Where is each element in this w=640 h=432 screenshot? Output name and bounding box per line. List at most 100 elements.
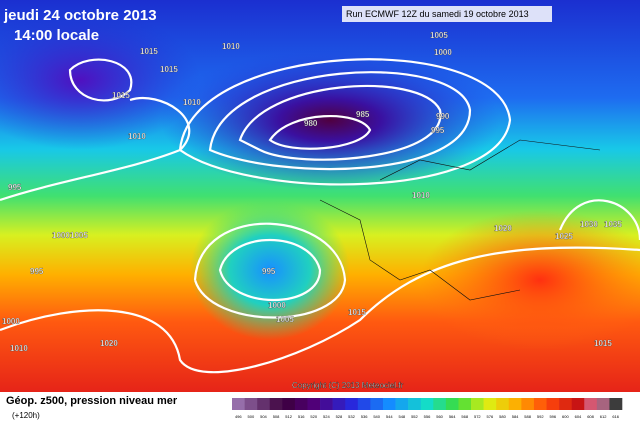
scale-label: 532	[348, 414, 355, 419]
scale-label: 588	[524, 414, 531, 419]
run-info: Run ECMWF 12Z du samedi 19 octobre 2013	[346, 9, 529, 19]
isobar-label: 1015	[160, 65, 178, 74]
lead-time: (+120h)	[12, 411, 40, 420]
scale-label: 520	[310, 414, 317, 419]
scale-label: 528	[336, 414, 343, 419]
scale-swatch	[533, 398, 547, 410]
scale-label: 560	[436, 414, 443, 419]
scale-label: 576	[487, 414, 494, 419]
time: 14:00 locale	[14, 27, 99, 44]
scale-swatch	[269, 398, 283, 410]
scale-swatch	[546, 398, 560, 410]
scale-swatch	[257, 398, 271, 410]
scale-swatch	[508, 398, 522, 410]
scale-swatch	[521, 398, 535, 410]
scale-label: 540	[373, 414, 380, 419]
color-scale: 496 500 504 508 512 516 520 524 528 532 536 540 544 5…	[232, 398, 623, 419]
scale-label: 580	[499, 414, 506, 419]
scale-label: 536	[361, 414, 368, 419]
scale-label: 524	[323, 414, 330, 419]
scale-swatch	[496, 398, 510, 410]
scale-swatch	[571, 398, 585, 410]
scale-label: 568	[461, 414, 468, 419]
isobar-label: 995	[262, 267, 276, 276]
scale-label: 564	[449, 414, 456, 419]
isobar-label: 1015	[112, 91, 130, 100]
isobar-label: 1000	[2, 317, 20, 326]
footer-title: Géop. z500, pression niveau mer	[6, 395, 178, 407]
copyright: Copyright (C) 2013 Meteociel.fr	[292, 381, 403, 390]
isobar-label: 990	[436, 112, 450, 121]
date: jeudi 24 octobre 2013	[3, 7, 157, 24]
isobar-label: 1025	[555, 232, 573, 241]
scale-swatch	[244, 398, 258, 410]
isobar-label: 1000	[268, 301, 286, 310]
scale-label: 516	[298, 414, 305, 419]
scale-swatch	[433, 398, 447, 410]
scale-swatch	[382, 398, 396, 410]
isobar-label: 1015	[140, 47, 158, 56]
scale-label: 600	[562, 414, 569, 419]
isobar-label: 1010	[412, 191, 430, 200]
isobar-label: 1010	[128, 132, 146, 141]
scale-label: 592	[537, 414, 544, 419]
scale-label: 512	[285, 414, 292, 419]
scale-label: 552	[411, 414, 418, 419]
scale-label: 500	[248, 414, 255, 419]
isobar-label: 1005	[70, 231, 88, 240]
scale-label: 496	[235, 414, 242, 419]
isobar-label: 1005	[430, 31, 448, 40]
scale-swatch	[458, 398, 472, 410]
isobar-label: 1005	[276, 315, 294, 324]
scale-label: 508	[273, 414, 280, 419]
isobar-label: 1020	[100, 339, 118, 348]
scale-swatch	[445, 398, 459, 410]
scale-label: 544	[386, 414, 393, 419]
scale-swatch	[357, 398, 371, 410]
isobar-label: 1020	[494, 224, 512, 233]
scale-swatch	[408, 398, 422, 410]
scale-label: 616	[612, 414, 619, 419]
isobar-label: 1000	[52, 231, 70, 240]
scale-swatch	[420, 398, 434, 410]
isobar-label: 1030	[580, 220, 598, 229]
scale-label: 556	[424, 414, 431, 419]
scale-swatch	[307, 398, 321, 410]
scale-label: 584	[512, 414, 519, 419]
isobar-label: 1010	[10, 344, 28, 353]
isobar-label: 995	[431, 126, 445, 135]
scale-swatch	[232, 398, 245, 410]
scale-label: 504	[260, 414, 267, 419]
scale-swatch	[609, 398, 623, 410]
scale-swatch	[559, 398, 572, 410]
isobar-label: 1010	[183, 98, 201, 107]
isobar-label: 1015	[594, 339, 612, 348]
scale-swatch	[596, 398, 610, 410]
scale-swatch	[282, 398, 296, 410]
scale-label: 572	[474, 414, 481, 419]
scale-label: 596	[549, 414, 556, 419]
scale-label: 548	[398, 414, 405, 419]
isobar-label: 1000	[434, 48, 452, 57]
scale-swatch	[584, 398, 598, 410]
isobar-label: 980	[304, 119, 318, 128]
scale-label: 604	[575, 414, 582, 419]
isobar-label: 985	[356, 110, 370, 119]
scale-swatch	[294, 398, 308, 410]
scale-swatch	[320, 398, 333, 410]
isobar-label: 1015	[348, 308, 366, 317]
scale-swatch	[483, 398, 497, 410]
isobar-label: 995	[30, 267, 44, 276]
scale-swatch	[332, 398, 346, 410]
isobar-label: 1035	[604, 220, 622, 229]
scale-swatch	[395, 398, 409, 410]
scale-label: 608	[587, 414, 594, 419]
isobar-label: 995	[8, 183, 22, 192]
scale-swatch	[370, 398, 384, 410]
scale-swatch	[345, 398, 359, 410]
isobar-label: 1010	[222, 42, 240, 51]
scale-swatch	[471, 398, 484, 410]
scale-label: 612	[600, 414, 607, 419]
